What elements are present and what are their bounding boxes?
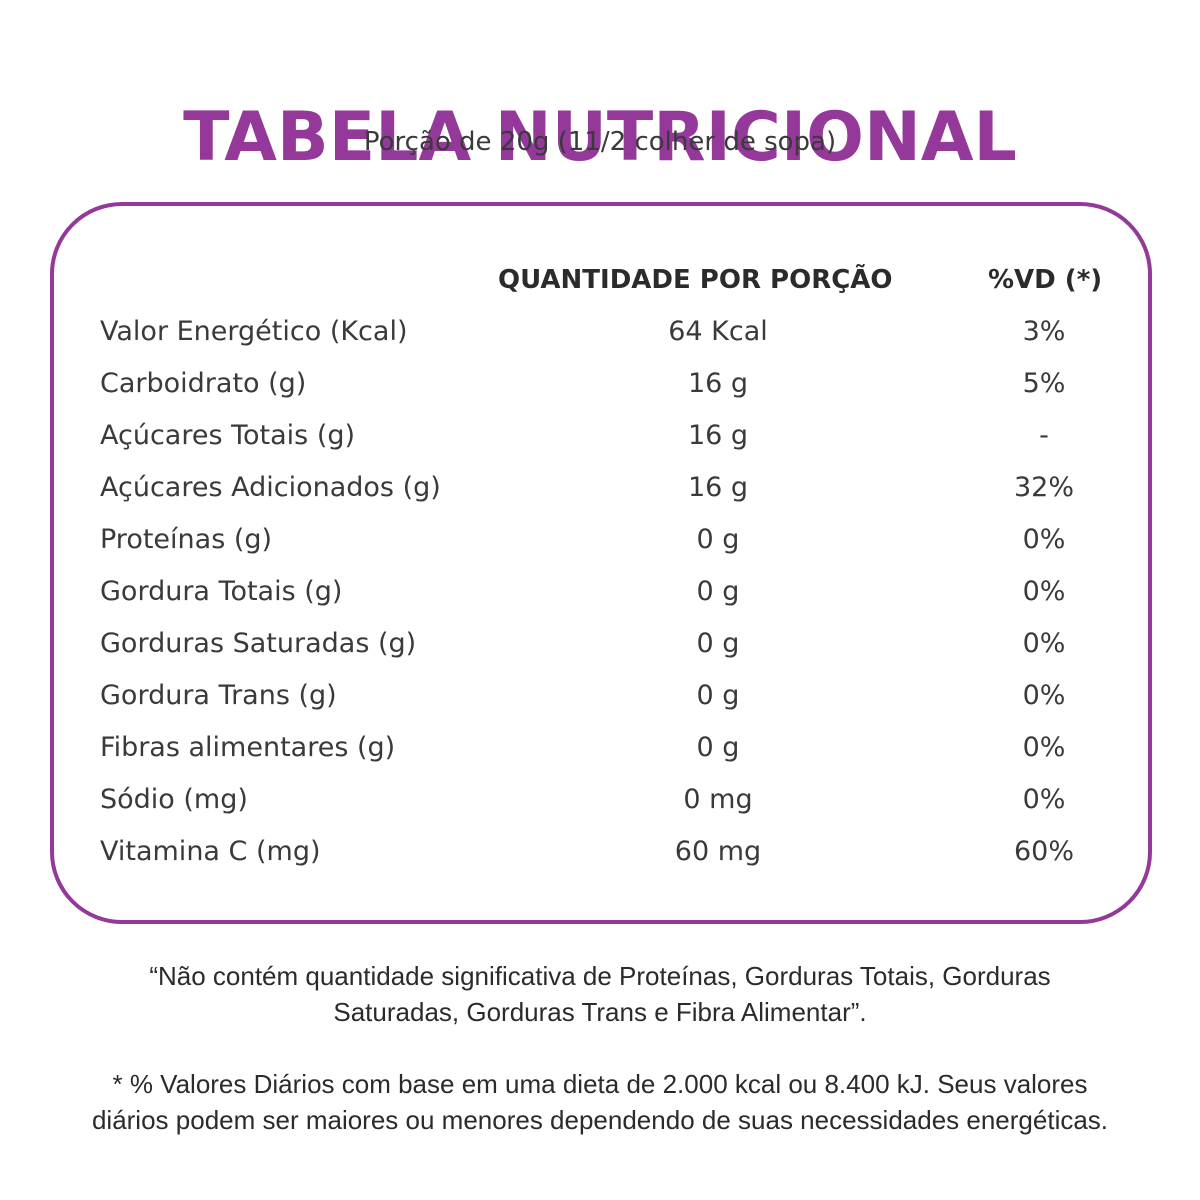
nutrient-daily-value: 0% [1022,628,1066,659]
table-row: Gordura Trans (g) 0 g 0% [0,670,1200,722]
table-row: Carboidrato (g) 16 g 5% [0,358,1200,410]
table-row: Fibras alimentares (g) 0 g 0% [0,722,1200,774]
nutrient-daily-value: 5% [1022,368,1066,399]
column-header-quantity: QUANTIDADE POR PORÇÃO [498,265,893,295]
nutrient-daily-value: 0% [1022,732,1066,763]
nutrient-daily-value: - [1039,420,1049,451]
table-row: Açúcares Adicionados (g) 16 g 32% [0,462,1200,514]
nutrient-quantity: 0 mg [683,784,753,815]
daily-values-line-1: * % Valores Diários com base em uma diet… [112,1069,1088,1099]
table-row: Açúcares Totais (g) 16 g - [0,410,1200,462]
nutrient-daily-value: 32% [1013,472,1074,503]
nutrient-quantity: 16 g [687,420,749,451]
table-row: Sódio (mg) 0 mg 0% [0,774,1200,826]
nutrient-quantity: 16 g [687,368,749,399]
nutrient-name: Gorduras Saturadas (g) [100,628,417,659]
nutrient-quantity: 0 g [696,524,740,555]
nutrient-name: Sódio (mg) [100,784,248,815]
nutrient-quantity: 16 g [687,472,749,503]
not-significant-note: “Não contém quantidade significativa de … [0,958,1200,1030]
nutrient-daily-value: 60% [1013,836,1074,867]
nutrient-name: Carboidrato (g) [100,368,307,399]
nutrition-table-frame [50,202,1152,924]
page-title: TABELA NUTRICIONAL [183,97,1017,177]
nutrient-quantity: 60 mg [674,836,762,867]
daily-values-footnote: * % Valores Diários com base em uma diet… [0,1066,1200,1138]
nutrient-quantity: 0 g [696,680,740,711]
not-significant-line-2: Saturadas, Gorduras Trans e Fibra Alimen… [333,997,867,1027]
table-row: Gorduras Saturadas (g) 0 g 0% [0,618,1200,670]
nutrient-name: Açúcares Totais (g) [100,420,356,451]
nutrient-daily-value: 3% [1022,316,1066,347]
column-header-daily-value: %VD (*) [988,265,1103,295]
table-row: Proteínas (g) 0 g 0% [0,514,1200,566]
table-row: Gordura Totais (g) 0 g 0% [0,566,1200,618]
nutrient-daily-value: 0% [1022,784,1066,815]
nutrient-name: Valor Energético (Kcal) [100,316,408,347]
nutrient-quantity: 0 g [696,628,740,659]
nutrient-daily-value: 0% [1022,680,1066,711]
nutrient-name: Fibras alimentares (g) [100,732,396,763]
nutrient-name: Açúcares Adicionados (g) [100,472,441,503]
serving-size: Porção de 20g (11/2 colher de sopa) [363,127,837,157]
nutrient-name: Gordura Trans (g) [100,680,337,711]
nutrient-daily-value: 0% [1022,524,1066,555]
nutrition-rows: Valor Energético (Kcal) 64 Kcal 3% Carbo… [0,306,1200,878]
nutrient-quantity: 64 Kcal [668,316,768,347]
nutrient-name: Vitamina C (mg) [100,836,321,867]
nutrient-daily-value: 0% [1022,576,1066,607]
table-row: Vitamina C (mg) 60 mg 60% [0,826,1200,878]
daily-values-line-2: diários podem ser maiores ou menores dep… [91,1105,1109,1135]
nutrient-name: Proteínas (g) [100,524,273,555]
nutrient-name: Gordura Totais (g) [100,576,343,607]
nutrient-quantity: 0 g [696,576,740,607]
table-row: Valor Energético (Kcal) 64 Kcal 3% [0,306,1200,358]
not-significant-line-1: “Não contém quantidade significativa de … [149,961,1051,991]
nutrient-quantity: 0 g [696,732,740,763]
